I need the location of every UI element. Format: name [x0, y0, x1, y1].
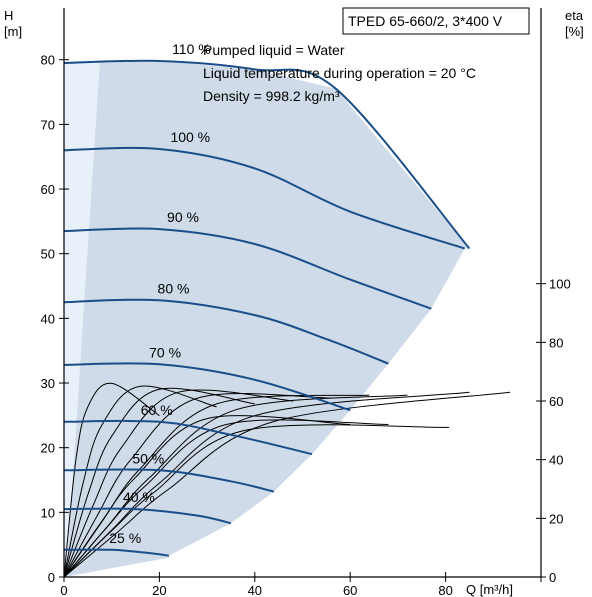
y-right-tick-label: 40 — [549, 453, 563, 468]
y-left-axis-label-symbol: H — [4, 8, 13, 23]
efficiency-curve-2 — [63, 385, 217, 578]
x-tick-label: 80 — [438, 583, 452, 597]
low-flow-band — [64, 63, 100, 577]
y-right-tick-label: 80 — [549, 335, 563, 350]
head-curve-80 — [63, 298, 389, 365]
y-right-tick-label: 20 — [549, 511, 563, 526]
efficiency-curve-9 — [63, 391, 511, 578]
y-left-tick-label: 70 — [41, 117, 55, 132]
annotation-liquid: Pumped liquid = Water — [203, 42, 345, 58]
speed-label-80: 80 % — [158, 280, 190, 296]
efficiency-curve-12 — [63, 424, 450, 578]
x-axis-label: Q [m³/h] — [466, 582, 513, 597]
y-right-tick-label: 100 — [549, 277, 571, 292]
x-tick-label: 20 — [152, 583, 166, 597]
efficiency-curve-4 — [63, 389, 294, 578]
head-curve-25 — [63, 548, 170, 557]
y-left-tick-label: 50 — [41, 247, 55, 262]
speed-label-50: 50 % — [132, 450, 164, 466]
speed-label-100: 100 % — [170, 129, 210, 145]
y-right-axis-label-unit: [%] — [565, 24, 584, 39]
annotation-temperature: Liquid temperature during operation = 20… — [203, 65, 476, 81]
efficiency-curves-layer — [63, 382, 511, 578]
speed-label-25: 25 % — [109, 530, 141, 546]
head-curve-70 — [63, 362, 351, 412]
y-right-tick-label: 0 — [549, 570, 556, 585]
y-left-tick-label: 20 — [41, 441, 55, 456]
title-box — [342, 7, 530, 35]
annotation-density: Density = 998.2 kg/m³ — [203, 88, 340, 104]
y-left-tick-label: 0 — [48, 570, 55, 585]
chart-title: TPED 65-660/2, 3*400 V — [348, 13, 503, 29]
head-curve-110 — [63, 59, 471, 250]
head-curve-90 — [63, 227, 432, 310]
speed-label-70: 70 % — [149, 344, 181, 360]
head-curve-40 — [63, 507, 232, 525]
x-tick-label: 0 — [60, 583, 67, 597]
head-curve-60 — [63, 419, 313, 456]
head-curves-layer — [63, 59, 471, 557]
efficiency-curve-10 — [63, 415, 351, 578]
speed-label-90: 90 % — [167, 209, 199, 225]
y-left-tick-label: 60 — [41, 182, 55, 197]
head-curve-100 — [63, 146, 466, 250]
y-right-axis-label-symbol: eta — [565, 8, 584, 23]
x-tick-label: 40 — [248, 583, 262, 597]
head-curve-50 — [63, 468, 275, 493]
y-left-tick-label: 40 — [41, 311, 55, 326]
y-left-tick-label: 30 — [41, 376, 55, 391]
speed-label-110: 110 % — [172, 41, 211, 57]
y-left-axis-label-unit: [m] — [4, 24, 22, 39]
efficiency-curve-11 — [63, 419, 389, 578]
y-right-tick-label: 60 — [549, 394, 563, 409]
efficiency-curve-5 — [63, 393, 332, 578]
speed-label-60: 60 % — [141, 402, 173, 418]
y-left-tick-label: 80 — [41, 53, 55, 68]
efficiency-curve-1 — [63, 382, 160, 578]
text-layer: TPED 65-660/2, 3*400 V Pumped liquid = W… — [4, 7, 584, 597]
y-left-tick-label: 10 — [41, 505, 55, 520]
speed-label-40: 40 % — [123, 489, 155, 505]
axes-layer: 0 20 40 60 80 0 10 20 30 40 50 60 70 80 0 20 40 60 80 100 — [41, 8, 571, 597]
x-tick-label: 60 — [343, 583, 357, 597]
